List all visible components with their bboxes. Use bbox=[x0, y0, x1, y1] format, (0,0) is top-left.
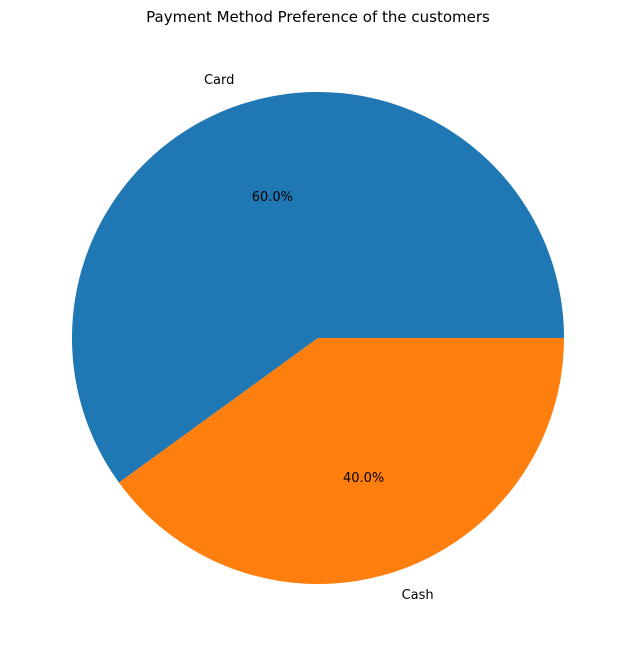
pie-slice-card bbox=[71, 91, 564, 483]
pie-labels: Card 60.0% Cash 40.0% bbox=[204, 73, 434, 603]
pie-slices bbox=[71, 91, 565, 584]
chart-title: Payment Method Preference of the custome… bbox=[146, 8, 490, 26]
percent-label-card: 60.0% bbox=[252, 190, 293, 205]
slice-label-card: Card bbox=[204, 73, 234, 88]
percent-label-cash: 40.0% bbox=[343, 471, 384, 486]
pie-slice-cash bbox=[118, 338, 565, 584]
slice-label-cash: Cash bbox=[402, 588, 434, 603]
